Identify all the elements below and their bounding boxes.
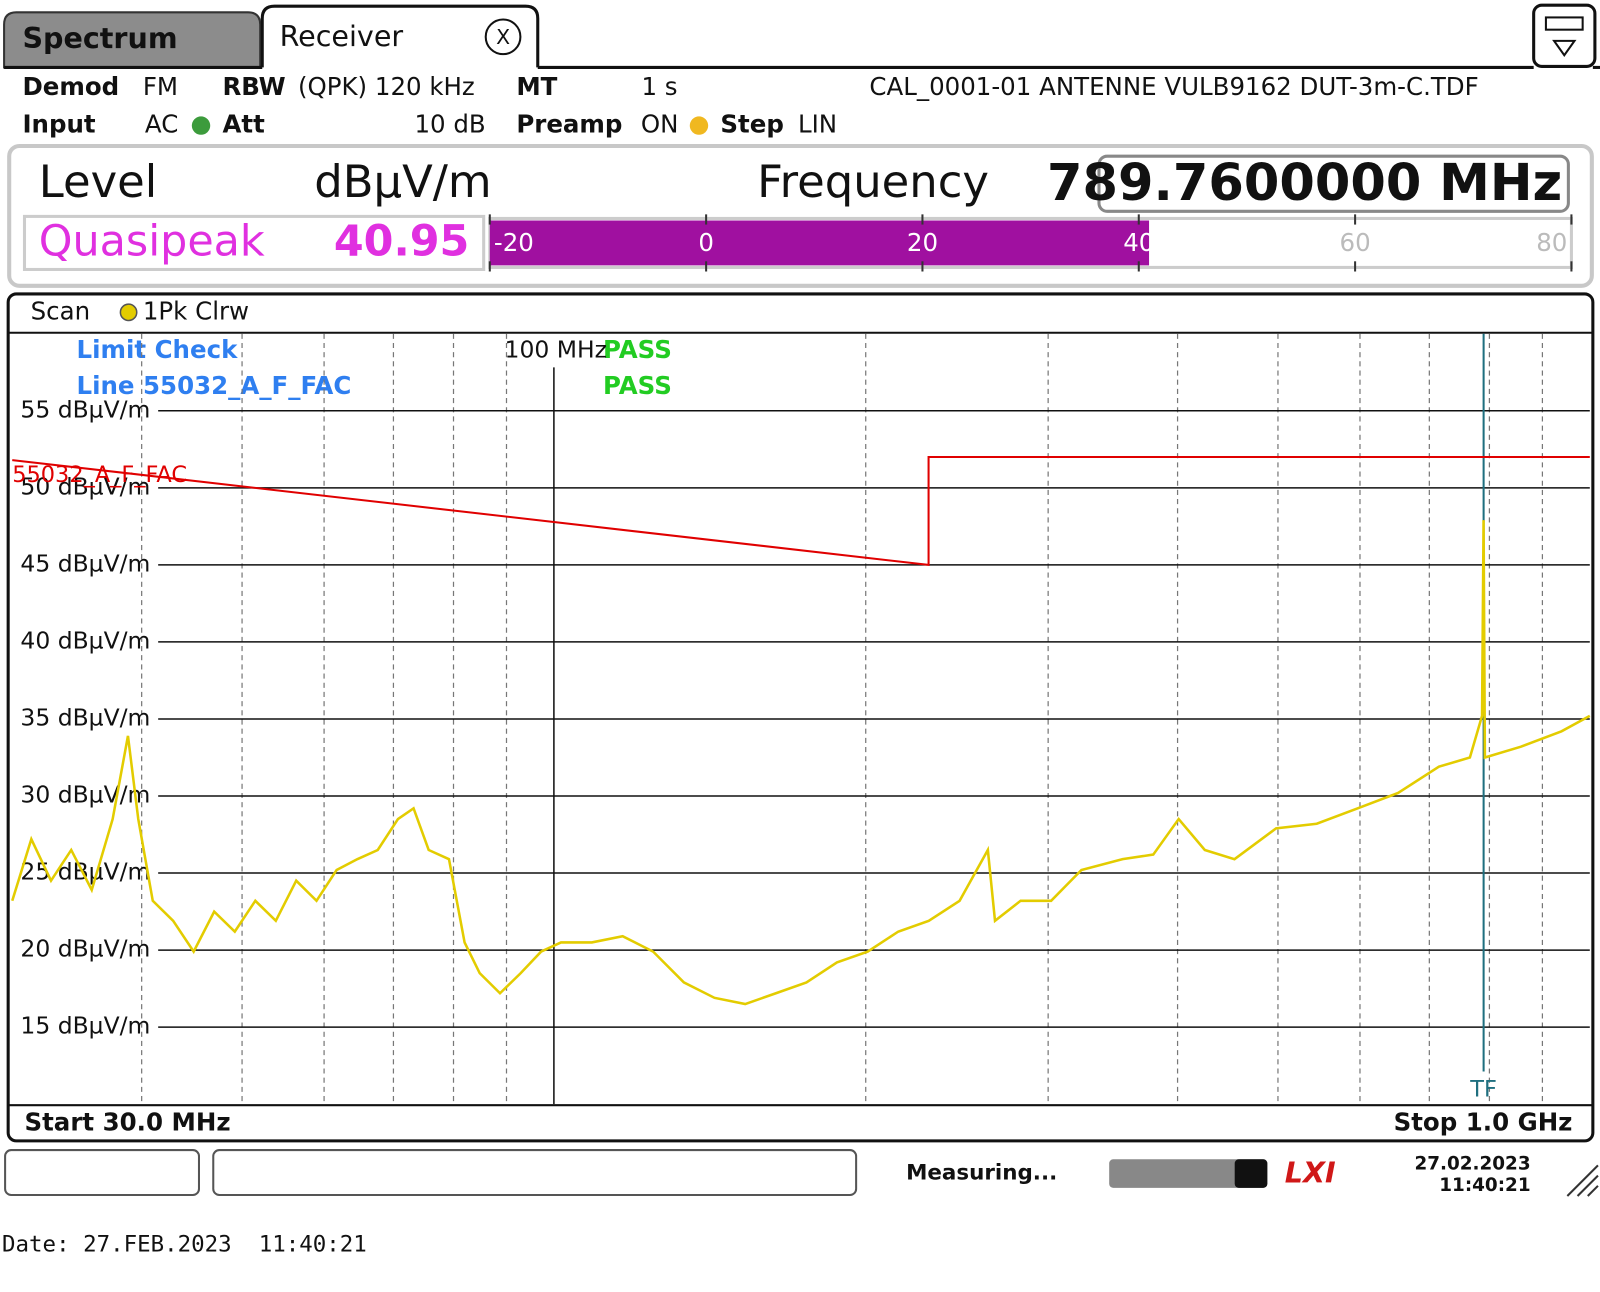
unit: dBµV/m (314, 155, 491, 208)
settings: Demod FM RBW (QPK) 120 kHz MT 1 s CAL_00… (22, 72, 1478, 139)
x-tick-label: 100 MHz (505, 336, 607, 364)
start-label: Start 30.0 MHz (24, 1108, 230, 1137)
y-tick-label: 25 dBµV/m (20, 858, 150, 886)
frequency-box (1097, 154, 1570, 213)
y-tick-label: 50 dBµV/m (20, 472, 150, 500)
setting-value: FM (143, 72, 178, 101)
y-tick-label: 40 dBµV/m (20, 626, 150, 654)
meter-tick-label: 0 (698, 228, 714, 257)
series-line (11, 520, 1591, 1006)
legend-label: 1Pk Clrw (143, 296, 249, 325)
status-date: 27.02.2023 (1414, 1153, 1530, 1174)
y-tick-label: 20 dBµV/m (20, 935, 150, 963)
setting-value: 10 dB (414, 110, 485, 139)
setting-label: RBW (222, 72, 285, 101)
y-tick-label: 35 dBµV/m (20, 703, 150, 731)
setting-label: Demod (22, 72, 119, 101)
icon (1544, 16, 1584, 31)
y-tick-label: 55 dBµV/m (20, 395, 150, 423)
status-message: Measuring... (906, 1161, 1057, 1186)
meter-tick-label: 60 (1340, 228, 1371, 257)
tab-label[interactable]: Spectrum (22, 21, 177, 55)
detector: Quasipeak (39, 216, 265, 266)
indicator (689, 116, 709, 135)
detector-box (22, 214, 486, 272)
y-tick-label: 15 dBµV/m (20, 1012, 150, 1040)
icon (1552, 39, 1577, 57)
marker-label: TF (1469, 1076, 1497, 1102)
setting-label: Input (22, 110, 95, 139)
chart-frame (6, 292, 1595, 1143)
y-tick-label: 45 dBµV/m (20, 549, 150, 577)
meter-tick-label: -20 (494, 228, 534, 257)
setting-value: AC (145, 110, 178, 139)
progress-fill (1234, 1159, 1268, 1188)
level-value: 40.95 (334, 216, 470, 266)
lxi-logo: LXI (1285, 1156, 1336, 1190)
status-field (212, 1149, 858, 1196)
limit-line-name: 55032_A_F_FAC (12, 462, 187, 488)
tab-spectrum[interactable] (3, 11, 262, 69)
resize-grip (1566, 1164, 1599, 1197)
stop-label: Stop 1.0 GHz (1394, 1108, 1573, 1137)
meter-tick-label: 40 (1123, 228, 1154, 257)
status-time: 11:40:21 (1439, 1175, 1530, 1196)
tab-receiver[interactable] (260, 4, 540, 68)
setting-label: Preamp (516, 110, 622, 139)
tab-label[interactable]: Receiver (280, 19, 404, 53)
close-label[interactable]: X (496, 25, 510, 49)
frequency-label: Frequency (757, 155, 989, 208)
setting-value: ON (641, 110, 679, 139)
menu-button[interactable] (1532, 3, 1597, 68)
level-label: Level (39, 155, 157, 208)
legend-swatch (119, 303, 138, 322)
limit-result: PASS (603, 371, 672, 400)
frequency: 789.7600000 MHz (1047, 154, 1562, 213)
indicator (191, 116, 211, 135)
y-tick-label: 30 dBµV/m (20, 781, 150, 809)
setting-value: 1 s (641, 72, 677, 101)
meter-bar (489, 220, 1150, 266)
trace-label: Scan (31, 296, 91, 325)
setting-value: (QPK) 120 kHz (298, 72, 475, 101)
series-line (12, 456, 1590, 567)
close-button[interactable] (484, 18, 522, 56)
meter-tick-label: 80 (1536, 228, 1567, 257)
limit-check-title: Limit Check (77, 335, 239, 364)
limit-line-label: Line 55032_A_F_FAC (77, 371, 352, 400)
meter-tick-label: 20 (907, 228, 938, 257)
setting-value: LIN (798, 110, 837, 139)
limit-result: PASS (603, 335, 672, 364)
transducer: CAL_0001-01 ANTENNE VULB9162 DUT-3m-C.TD… (869, 72, 1478, 101)
status-field (4, 1149, 200, 1196)
setting-label: Att (222, 110, 265, 139)
footer-date: Date: 27.FEB.2023 11:40:21 (2, 1231, 367, 1257)
setting-label: MT (516, 72, 557, 101)
progress-bar (1109, 1159, 1268, 1188)
setting-label: Step (720, 110, 783, 139)
